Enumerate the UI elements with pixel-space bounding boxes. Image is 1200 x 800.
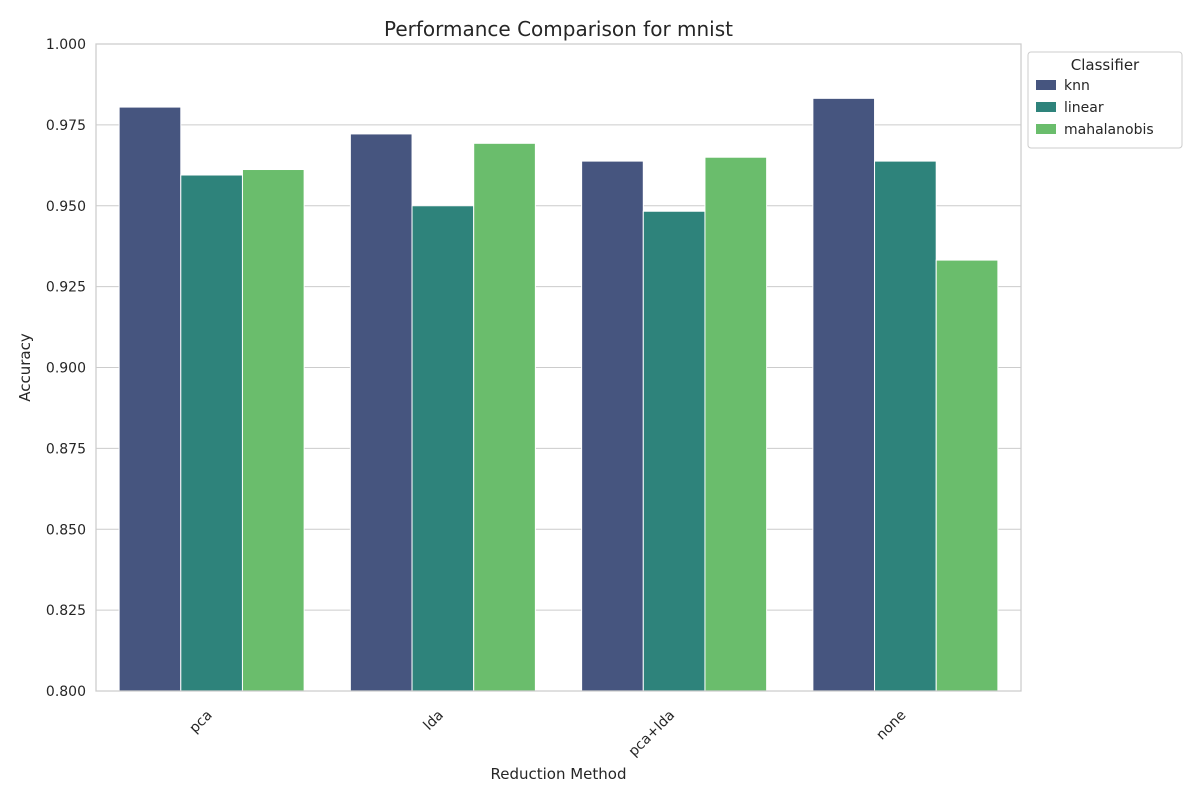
bar-knn-lda xyxy=(349,133,413,692)
legend-swatch-linear xyxy=(1036,102,1056,112)
y-tick-label: 0.950 xyxy=(46,199,86,215)
legend-title: Classifier xyxy=(1071,56,1140,74)
bar-mahalanobis-lda xyxy=(473,142,536,692)
legend-items: knn linear mahalanobis xyxy=(1036,78,1154,138)
x-tick-labels: pca lda pca+lda none xyxy=(187,707,910,760)
y-tick-label: 0.800 xyxy=(46,684,86,700)
bars-layer xyxy=(118,97,999,692)
y-axis-title: Accuracy xyxy=(16,333,34,402)
y-tick-label: 0.850 xyxy=(46,522,86,538)
bar-linear-pca+lda xyxy=(642,210,706,692)
y-tick-label: 0.975 xyxy=(46,118,86,134)
bar-linear-lda xyxy=(411,205,475,692)
bar-knn-pca+lda xyxy=(581,160,644,692)
x-tick-label: lda xyxy=(420,707,446,733)
bar-mahalanobis-pca+lda xyxy=(704,156,768,692)
y-tick-label: 0.875 xyxy=(46,441,86,457)
legend-label-mahalanobis: mahalanobis xyxy=(1064,122,1154,138)
legend-swatch-knn xyxy=(1036,80,1056,90)
plot-frame xyxy=(95,43,1022,692)
bar-mahalanobis-pca xyxy=(241,169,305,692)
legend-swatch-mahalanobis xyxy=(1036,124,1056,134)
bar-linear-pca xyxy=(180,174,243,692)
y-tick-label: 0.825 xyxy=(46,603,86,619)
bar-knn-pca xyxy=(118,106,182,692)
legend-label-knn: knn xyxy=(1064,78,1090,94)
x-tick-label: pca+lda xyxy=(626,707,679,760)
y-tick-labels: 0.800 0.825 0.850 0.875 0.900 0.925 0.950 0.975… xyxy=(46,37,86,700)
bar-mahalanobis-none xyxy=(935,259,999,692)
chart-title: Performance Comparison for mnist xyxy=(384,17,733,41)
legend: Classifier knn linear mahalanobis xyxy=(1027,51,1183,149)
x-axis-title: Reduction Method xyxy=(490,765,626,783)
legend-label-linear: linear xyxy=(1064,100,1104,116)
bar-knn-none xyxy=(812,97,876,692)
y-tick-label: 0.900 xyxy=(46,361,86,377)
x-tick-label: pca xyxy=(187,707,216,736)
legend-box xyxy=(1027,51,1183,149)
y-tick-label: 1.000 xyxy=(46,37,86,53)
bar-linear-none xyxy=(874,160,937,692)
y-tick-label: 0.925 xyxy=(46,280,86,296)
x-tick-label: none xyxy=(873,707,909,743)
